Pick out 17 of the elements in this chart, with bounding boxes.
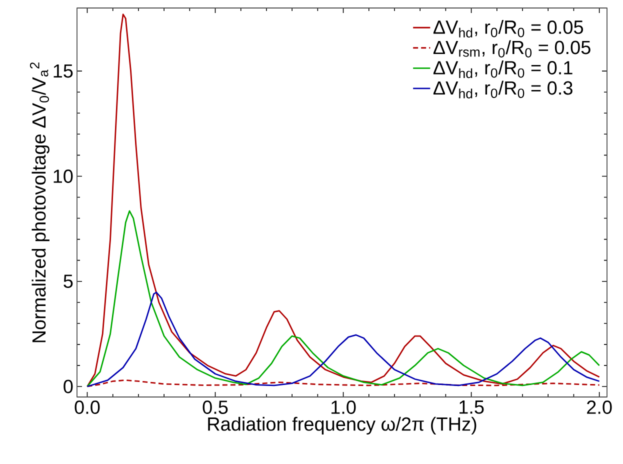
x-tick-label: 1.0: [332, 400, 356, 414]
y-tick-label: 10: [54, 169, 73, 183]
x-tick-label: 2.0: [587, 400, 612, 414]
x-tick-label: 0.0: [74, 400, 100, 414]
legend-label: ΔV$_{hd}$, r$_{0}$/R$_{0}$ = 0.05: [433, 20, 584, 38]
legend-label: ΔV$_{hd}$, r$_{0}$/R$_{0}$ = 0.1: [433, 60, 572, 78]
y-tick-label: 0: [64, 380, 73, 394]
y-tick-label: 5: [64, 274, 73, 288]
legend-label: ΔV$_{rsm}$, r$_{0}$/R$_{0}$ = 0.05: [433, 40, 590, 58]
line-series: [86, 292, 600, 388]
y-tick-label: 15: [54, 64, 73, 78]
y-axis-title: Normalized photovoltage ΔV$_{0}$/V$_{a}$2: [30, 62, 50, 342]
x-tick-label: 0.5: [202, 400, 228, 414]
x-axis-title: Radiation frequency ω/2π (THz): [208, 416, 476, 435]
legend-label: ΔV$_{hd}$, r$_{0}$/R$_{0}$ = 0.3: [433, 80, 572, 98]
x-tick-label: 1.5: [460, 400, 484, 414]
line-series: [86, 210, 600, 388]
